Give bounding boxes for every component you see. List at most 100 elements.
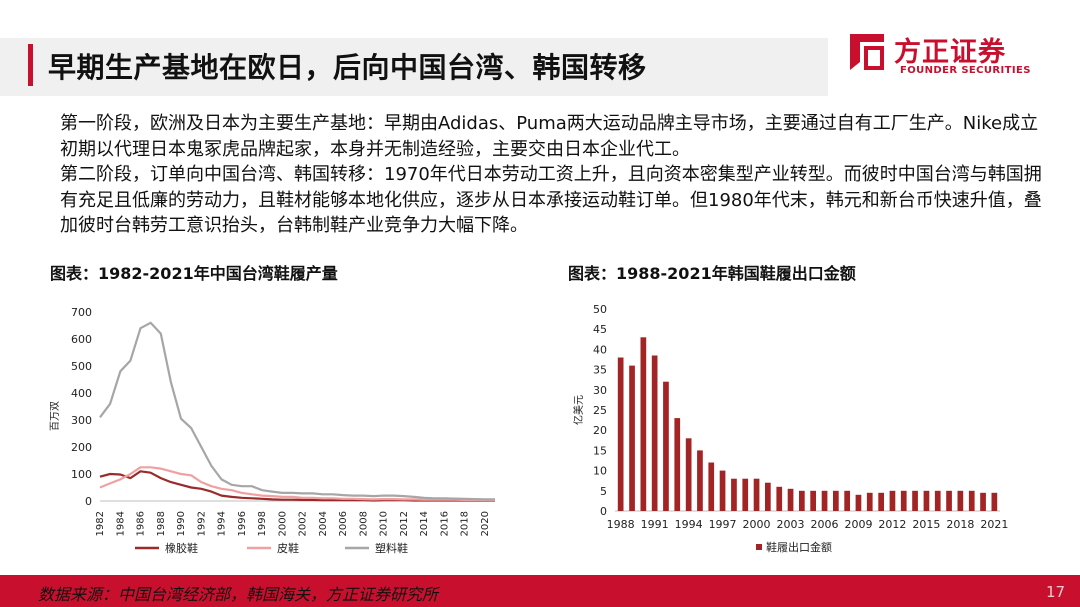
- title-bar: [0, 38, 828, 96]
- y-tick-label: 5: [600, 485, 607, 498]
- korea-footwear-bar-chart: 0 5 10 15 20 25 30 35 40 45 50 1988 1991 1994 1997 2000…: [572, 303, 1008, 554]
- bar: [617, 357, 624, 511]
- x-tick-label: 2014: [419, 511, 430, 536]
- x-tick-label: 1991: [641, 518, 669, 531]
- bar: [946, 490, 952, 511]
- legend-label: 皮鞋: [277, 541, 299, 555]
- y-tick-label: 700: [71, 306, 92, 319]
- x-tick-label: 2021: [980, 518, 1008, 531]
- bar: [878, 492, 884, 511]
- y-tick-label: 15: [593, 444, 607, 457]
- y-tick-label: 40: [593, 343, 607, 356]
- x-tick-label: 2000: [277, 511, 288, 536]
- x-tick-label: 2008: [358, 511, 369, 536]
- bar: [753, 478, 760, 511]
- page-title: 早期生产基地在欧日，后向中国台湾、韩国转移: [48, 51, 647, 84]
- bar: [810, 490, 816, 511]
- bar: [866, 492, 873, 511]
- bar: [934, 490, 941, 511]
- x-tick-label: 2004: [318, 511, 329, 536]
- logo-name-en: FOUNDER SECURITIES: [900, 65, 1031, 76]
- bar: [765, 482, 771, 511]
- y-tick-label: 600: [71, 333, 92, 346]
- taiwan-footwear-line-chart: 0 100 200 300 400 500 600 700 1982 1984 1986 1988 19…: [49, 306, 495, 555]
- bar: [674, 418, 681, 511]
- x-tick-label: 1988: [607, 518, 635, 531]
- bar: [855, 494, 862, 511]
- x-tick-label: 1988: [156, 511, 167, 536]
- x-tick-label: 2015: [912, 518, 940, 531]
- y-axis-title: 百万双: [49, 401, 61, 431]
- y-tick-label: 100: [71, 468, 92, 481]
- bar: [799, 490, 805, 511]
- paragraph-stage-1: 第一阶段，欧洲及日本为主要生产基地：早期由Adidas、Puma两大运动品牌主导…: [60, 113, 1039, 160]
- x-tick-label: 1986: [136, 511, 147, 536]
- x-tick-label: 2010: [379, 511, 390, 536]
- bar: [719, 470, 726, 511]
- legend-label: 橡胶鞋: [165, 541, 198, 555]
- series-line: [99, 466, 495, 502]
- y-tick-label: 0: [600, 505, 607, 518]
- x-tick-label: 1990: [176, 511, 187, 536]
- bar: [629, 365, 635, 511]
- bar: [900, 490, 907, 511]
- bar: [663, 381, 669, 511]
- y-tick-label: 35: [593, 364, 607, 377]
- founder-logo-icon: [850, 34, 884, 70]
- x-tick-label: 2003: [777, 518, 805, 531]
- x-tick-label: 1992: [196, 511, 207, 536]
- x-tick-label: 2020: [480, 511, 491, 536]
- y-tick-label: 500: [71, 360, 92, 373]
- x-tick-label: 1996: [237, 511, 248, 536]
- bar: [697, 450, 703, 511]
- legend-label: 鞋履出口金额: [766, 540, 832, 554]
- bar: [708, 462, 715, 511]
- x-tick-label: 2012: [878, 518, 906, 531]
- x-tick-label: 2002: [298, 511, 309, 536]
- x-tick-label: 1984: [115, 511, 126, 536]
- x-tick-label: 1998: [257, 511, 268, 536]
- y-tick-label: 200: [71, 441, 92, 454]
- bar: [968, 490, 975, 511]
- y-tick-label: 300: [71, 414, 92, 427]
- page-number: 17: [1046, 583, 1066, 601]
- x-tick-label: 2016: [439, 511, 450, 536]
- title-accent: [28, 44, 33, 86]
- founder-logo: 方正证券 FOUNDER SECURITIES: [848, 30, 1038, 82]
- bar: [821, 490, 828, 511]
- x-tick-label: 2012: [399, 511, 410, 536]
- x-tick-label: 1982: [95, 511, 106, 536]
- y-tick-label: 25: [593, 404, 607, 417]
- chart-title-korea: 图表：1988-2021年韩国鞋履出口金额: [568, 264, 856, 283]
- x-tick-label: 2018: [460, 511, 471, 536]
- bar: [980, 492, 986, 511]
- x-tick-label: 1994: [217, 511, 228, 536]
- bar: [787, 488, 794, 511]
- y-tick-label: 45: [593, 323, 607, 336]
- x-tick-label: 1994: [675, 518, 703, 531]
- bar: [889, 490, 896, 511]
- bar: [651, 355, 658, 511]
- bar: [833, 490, 839, 511]
- y-tick-label: 10: [593, 465, 607, 478]
- x-tick-label: 2018: [946, 518, 974, 531]
- chart-title-taiwan: 图表：1982-2021年中国台湾鞋履产量: [50, 264, 338, 283]
- bar: [923, 490, 930, 511]
- x-tick-label: 2006: [810, 518, 838, 531]
- bar: [844, 490, 850, 511]
- bar: [640, 337, 647, 511]
- paragraph-stage-2: 第二阶段，订单向中国台湾、韩国转移：1970年代日本劳动工资上升，且向资本密集型…: [60, 164, 1042, 236]
- bar: [742, 478, 749, 511]
- bar: [957, 490, 964, 511]
- y-tick-label: 50: [593, 303, 607, 316]
- data-source: 数据来源：中国台湾经济部，韩国海关，方正证券研究所: [38, 585, 439, 604]
- legend-label: 塑料鞋: [375, 541, 408, 555]
- footer-bar: [0, 575, 1080, 607]
- x-tick-label: 1997: [709, 518, 737, 531]
- y-tick-label: 400: [71, 387, 92, 400]
- y-tick-label: 20: [593, 424, 607, 437]
- bar: [731, 478, 737, 511]
- bar: [685, 438, 692, 511]
- body-text: 第一阶段，欧洲及日本为主要生产基地：早期由Adidas、Puma两大运动品牌主导…: [60, 111, 1050, 239]
- x-tick-label: 2006: [338, 511, 349, 536]
